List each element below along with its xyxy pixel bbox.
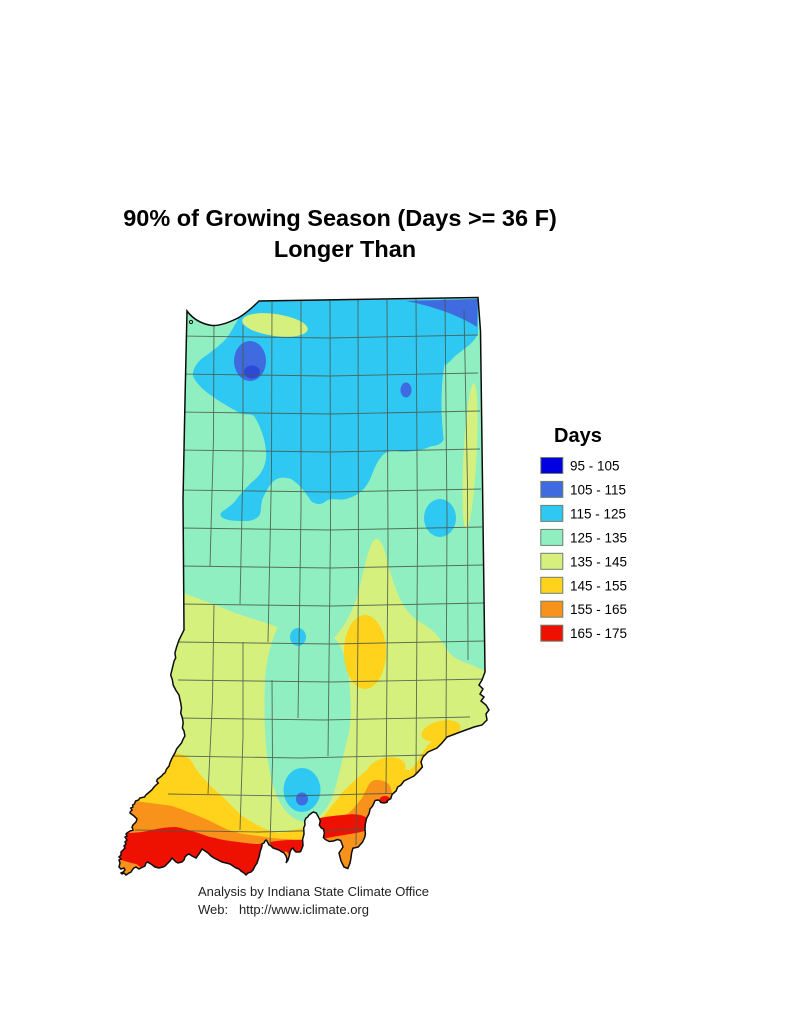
svg-text:Longer Than: Longer Than (274, 236, 416, 262)
svg-text:115 - 125: 115 - 125 (570, 506, 626, 521)
svg-text:165 - 175: 165 - 175 (570, 626, 627, 641)
svg-text:135 - 145: 135 - 145 (570, 554, 627, 569)
svg-text:125 - 135: 125 - 135 (570, 530, 627, 545)
svg-text:95 - 105: 95 - 105 (570, 459, 620, 474)
svg-text:105 - 115: 105 - 115 (570, 482, 626, 497)
svg-text:Analysis by Indiana State Clim: Analysis by Indiana State Climate Office (198, 884, 429, 899)
svg-text:90% of Growing Season (Days >=: 90% of Growing Season (Days >= 36 F) (123, 205, 557, 231)
svg-text:155 - 165: 155 - 165 (570, 602, 627, 617)
svg-text:Web: http://www.iclimate.org: Web: http://www.iclimate.org (198, 902, 369, 917)
svg-text:Days: Days (554, 425, 602, 447)
svg-text:145 - 155: 145 - 155 (570, 578, 627, 593)
